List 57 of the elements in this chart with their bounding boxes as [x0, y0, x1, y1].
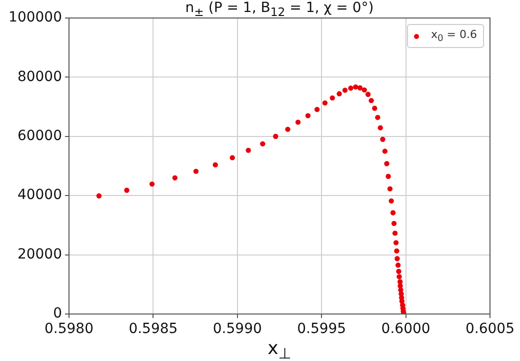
- point: [285, 126, 290, 132]
- point: [230, 155, 235, 160]
- x-axis-title: x$_{⊥}$: [266, 338, 292, 361]
- point: [96, 193, 102, 198]
- x-tick-label: 0.5995: [297, 321, 346, 338]
- point: [172, 175, 178, 180]
- point: [378, 125, 383, 130]
- x-tick-label: 0.5980: [44, 321, 94, 338]
- x-tick-label: 0.6000: [381, 321, 430, 338]
- point: [394, 248, 400, 254]
- y-tick-label: 80000: [17, 68, 62, 85]
- point: [348, 86, 354, 91]
- y-tick-label: 100000: [8, 10, 62, 26]
- y-tick-label: 40000: [17, 187, 62, 204]
- point: [380, 136, 386, 142]
- point: [375, 114, 380, 120]
- point: [396, 274, 402, 280]
- point: [336, 91, 342, 96]
- point: [124, 188, 130, 193]
- x-tick-label: 0.5990: [212, 321, 262, 338]
- point: [391, 220, 397, 226]
- point: [149, 181, 155, 187]
- x-tick-label: 0.5985: [128, 321, 178, 338]
- point: [362, 87, 367, 93]
- y-tick-label: 60000: [17, 128, 62, 144]
- point: [260, 141, 266, 146]
- point: [305, 113, 311, 118]
- point: [396, 268, 402, 274]
- point: [342, 88, 348, 93]
- x-tick-label: 0.6005: [466, 321, 514, 338]
- y-tick-label: 0: [53, 306, 62, 322]
- point: [357, 85, 363, 90]
- point: [365, 92, 371, 97]
- point: [386, 174, 391, 179]
- point: [393, 240, 399, 246]
- point: [353, 84, 358, 90]
- legend-label: x$_{0}$ = 0.6: [430, 28, 477, 44]
- y-tick-label: 20000: [17, 246, 62, 262]
- point: [384, 161, 390, 166]
- point: [330, 95, 335, 101]
- point: [246, 148, 251, 153]
- point: [390, 210, 396, 216]
- point: [382, 148, 388, 154]
- point: [273, 134, 278, 139]
- point: [392, 230, 398, 236]
- point: [314, 106, 320, 112]
- point: [212, 162, 218, 168]
- point: [388, 198, 394, 204]
- point: [322, 100, 328, 106]
- point: [295, 120, 301, 125]
- chart-title: n$_{±}$ (P = 1, B$_{12}$ = 1, χ = 0°): [184, 0, 375, 21]
- point: [372, 106, 378, 111]
- point: [387, 186, 393, 192]
- point: [395, 262, 401, 268]
- point: [368, 98, 374, 104]
- point: [193, 168, 199, 174]
- point: [394, 256, 400, 262]
